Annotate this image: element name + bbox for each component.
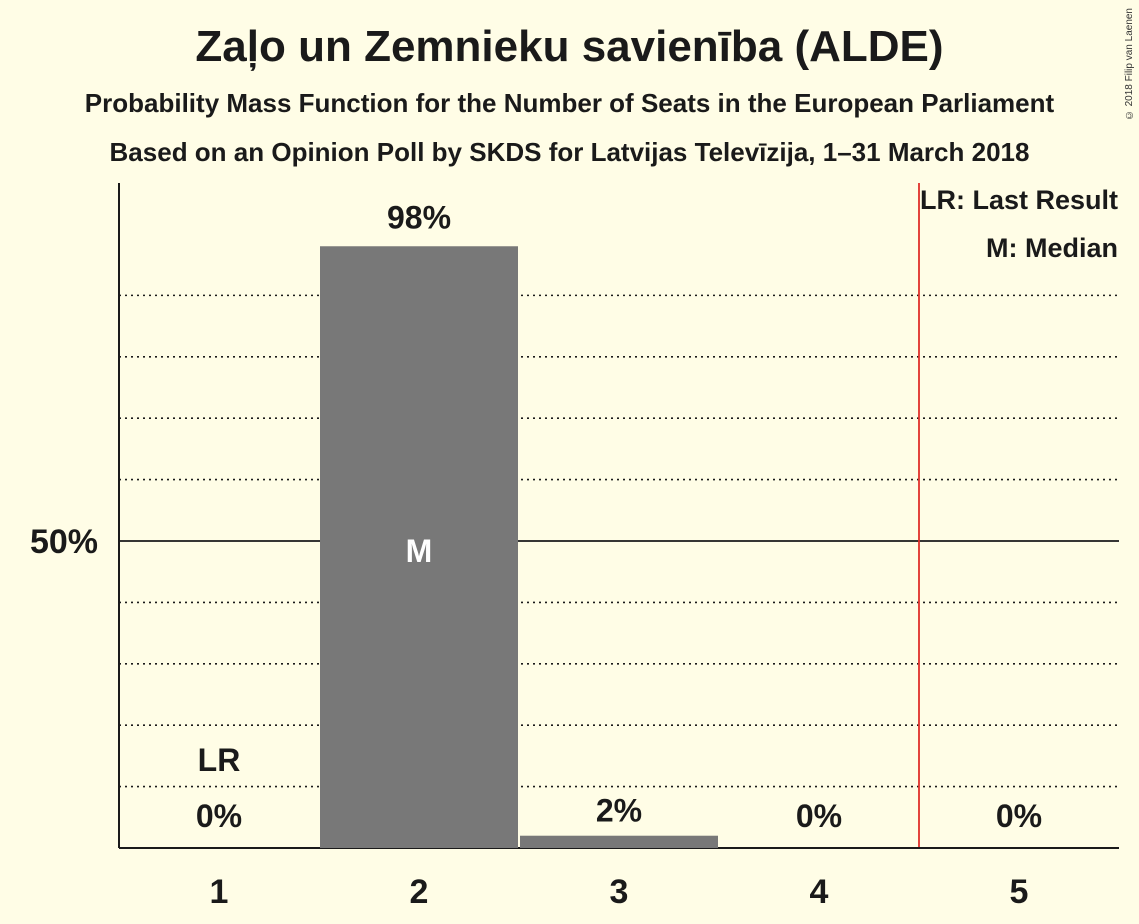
data-label: 0% [996, 798, 1042, 834]
bar-2 [320, 246, 518, 848]
gridlines [118, 183, 1119, 849]
data-label: 98% [387, 199, 451, 235]
x-tick-label: 4 [810, 873, 829, 911]
y-tick-label: 50% [30, 523, 98, 561]
x-tick-label: 5 [1010, 873, 1029, 911]
median-marker: M [406, 533, 433, 569]
chart-subtitle: Probability Mass Function for the Number… [84, 88, 1055, 118]
chart-subtitle-source: Based on an Opinion Poll by SKDS for Lat… [109, 137, 1030, 167]
legend-last-result: LR: Last Result [920, 185, 1118, 215]
legend-median: M: Median [986, 233, 1118, 263]
chart-title: Zaļo un Zemnieku savienība (ALDE) [195, 22, 944, 71]
x-tick-label: 1 [210, 873, 229, 911]
bar-3 [520, 835, 718, 848]
data-label: 0% [196, 798, 242, 834]
bars [320, 246, 718, 848]
last-result-marker: LR [198, 742, 241, 778]
x-tick-label: 2 [410, 873, 429, 911]
x-tick-label: 3 [610, 873, 629, 911]
data-label: 2% [596, 793, 642, 829]
data-label: 0% [796, 798, 842, 834]
